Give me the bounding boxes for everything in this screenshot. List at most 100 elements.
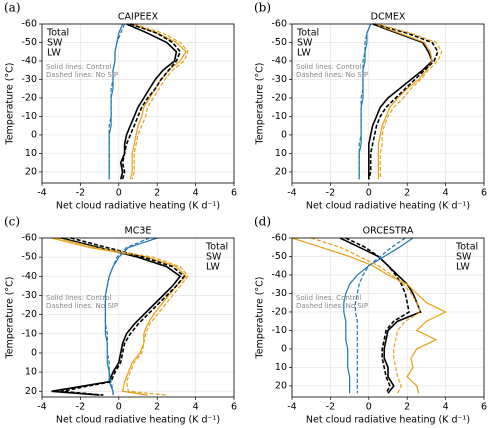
y-tick-label: -10 [21,328,37,339]
x-axis-label: Net cloud radiative heating (K d⁻¹) [306,201,470,212]
y-tick-label: -20 [21,309,37,320]
x-tick-label: 2 [154,402,160,413]
annotation: Dashed lines: No SIP [46,302,118,310]
y-tick-label: 0 [31,129,37,140]
panel-label: (d) [254,215,271,229]
plot-frame [41,23,235,184]
legend-entry: SW [297,38,313,49]
annotation: Solid lines: Control [296,63,362,71]
x-tick-label: -2 [326,188,335,199]
y-tick-label: -50 [21,252,37,263]
x-tick-label: 2 [154,188,160,199]
y-tick-label: 20 [25,166,37,177]
y-tick-label: -20 [21,92,37,103]
y-tick-label: -40 [271,269,287,280]
x-tick-label: -4 [287,188,296,199]
x-tick-label: -4 [287,402,296,413]
x-tick-label: 4 [443,188,449,199]
y-tick-label: -40 [271,55,287,66]
series-line [345,237,410,394]
x-tick-label: -4 [37,402,46,413]
panel-title: CAIPEEX [118,12,159,23]
y-tick-label: 10 [25,148,37,159]
panel-title: DCMEX [371,12,406,23]
x-tick-label: 0 [116,402,122,413]
y-tick-label: 20 [275,380,287,391]
x-tick-label: 6 [481,188,487,199]
series-line [368,23,439,180]
y-tick-label: -50 [271,37,287,48]
x-tick-label: 4 [193,188,199,199]
series-line [51,237,187,396]
x-tick-label: 4 [443,402,449,413]
y-tick-label: -50 [21,37,37,48]
y-tick-label: -40 [21,271,37,282]
series-line [367,23,434,180]
y-tick-label: -10 [21,111,37,122]
x-axis-label: Net cloud radiative heating (K d⁻¹) [306,415,470,426]
x-tick-label: 4 [193,402,199,413]
y-tick-label: 0 [281,343,287,354]
series-line [104,237,150,396]
legend-entry: LW [297,48,311,59]
plot-frame [291,23,485,184]
plot-frame [291,237,485,398]
legend-entry: LW [206,262,220,273]
x-tick-label: -2 [326,402,335,413]
y-tick-label: 10 [275,362,287,373]
x-tick-label: -4 [37,188,46,199]
y-tick-label: 0 [281,129,287,140]
panel-title: ORCESTRA [363,226,414,237]
series-line [358,23,372,180]
y-tick-label: -50 [271,251,287,262]
annotation: Dashed lines: No SIP [46,71,118,79]
annotation: Dashed lines: No SIP [296,302,368,310]
legend-entry: Total [205,242,228,253]
legend-entry: SW [47,38,63,49]
y-tick-label: -60 [21,19,37,30]
y-tick-label: -60 [271,233,287,244]
panel-title: MC3E [125,226,152,237]
y-axis-label: Temperature (°C) [255,277,266,360]
x-tick-label: 6 [231,188,237,199]
y-tick-label: -30 [21,74,37,85]
series-line [51,237,182,396]
x-tick-label: -2 [76,402,85,413]
y-tick-label: -30 [271,74,287,85]
x-tick-label: 6 [231,402,237,413]
annotation: Solid lines: Control [46,63,112,71]
x-tick-label: 6 [481,402,487,413]
y-tick-label: -20 [271,306,287,317]
y-tick-label: -10 [271,325,287,336]
y-tick-label: -30 [21,290,37,301]
legend-entry: Total [46,28,69,39]
y-tick-label: 10 [25,367,37,378]
y-tick-label: 20 [25,386,37,397]
panel-label: (b) [254,1,271,15]
panel-label: (c) [4,215,20,229]
legend-entry: SW [206,252,222,263]
series-line [339,237,422,394]
legend-entry: LW [456,262,470,273]
x-tick-label: 0 [366,188,372,199]
y-tick-label: 0 [31,347,37,358]
y-tick-label: -30 [271,288,287,299]
series-line [374,23,433,180]
y-tick-label: -60 [21,233,37,244]
panel-label: (a) [4,1,21,15]
y-tick-label: -10 [271,111,287,122]
y-tick-label: -20 [271,92,287,103]
y-axis-label: Temperature (°C) [5,63,16,146]
legend-entry: Total [455,242,478,253]
series-line [131,23,189,180]
annotation: Solid lines: Control [296,294,362,302]
series-line [376,23,443,180]
x-tick-label: 2 [404,402,410,413]
y-tick-label: 20 [275,166,287,177]
annotation: Solid lines: Control [46,294,112,302]
x-axis-label: Net cloud radiative heating (K d⁻¹) [56,201,220,212]
x-tick-label: 0 [116,188,122,199]
legend-entry: SW [456,252,472,263]
x-tick-label: 0 [366,402,372,413]
